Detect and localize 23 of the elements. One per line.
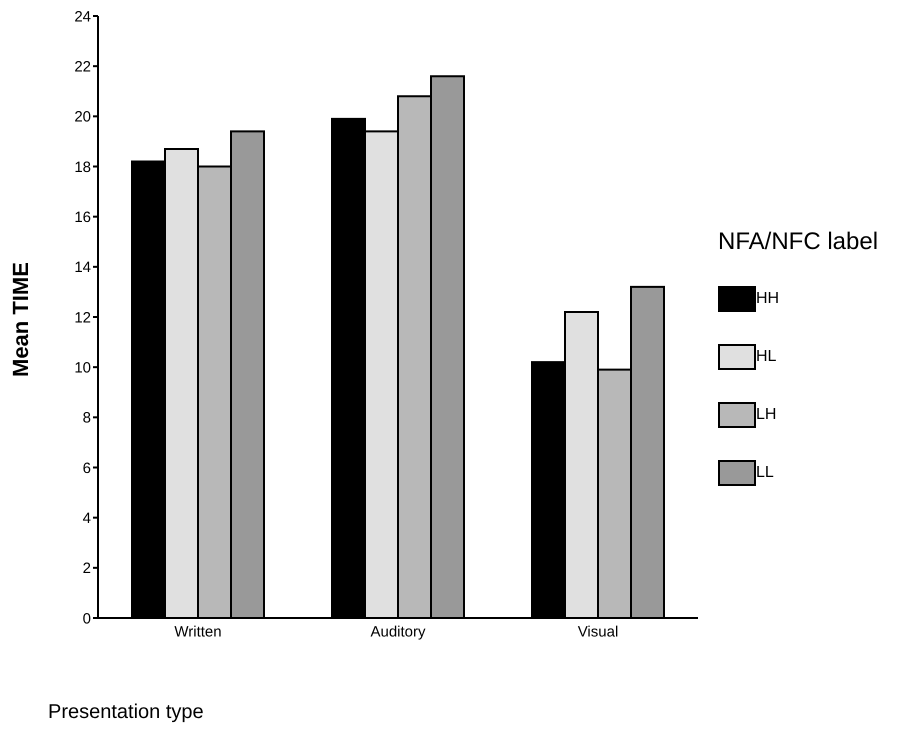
y-tick-label: 16 <box>74 208 91 226</box>
y-axis-title: Mean TIME <box>8 262 33 377</box>
y-tick-label: 6 <box>82 460 91 477</box>
y-tick-label: 4 <box>82 510 91 527</box>
y-tick-label: 2 <box>82 560 91 578</box>
y-tick-label: 0 <box>82 610 91 628</box>
x-axis-title: Presentation type <box>48 701 204 723</box>
legend-label: HL <box>756 348 776 366</box>
legend-label: LH <box>756 406 776 424</box>
x-tick-label: Visual <box>578 624 618 641</box>
y-tick-label: 12 <box>74 309 91 326</box>
y-tick-label: 20 <box>74 108 91 126</box>
y-tick-label: 24 <box>74 8 91 26</box>
x-tick-label: Written <box>174 624 222 641</box>
y-tick-label: 10 <box>74 359 91 376</box>
legend-label: LL <box>756 464 774 482</box>
y-tick-label: 8 <box>82 410 91 427</box>
x-tick-label: Auditory <box>370 624 426 641</box>
legend-label: HH <box>756 290 780 308</box>
y-tick-label: 14 <box>74 259 91 276</box>
y-tick-label: 22 <box>74 58 91 76</box>
y-tick-label: 18 <box>74 158 91 176</box>
legend-title: NFA/NFC label <box>718 228 880 256</box>
